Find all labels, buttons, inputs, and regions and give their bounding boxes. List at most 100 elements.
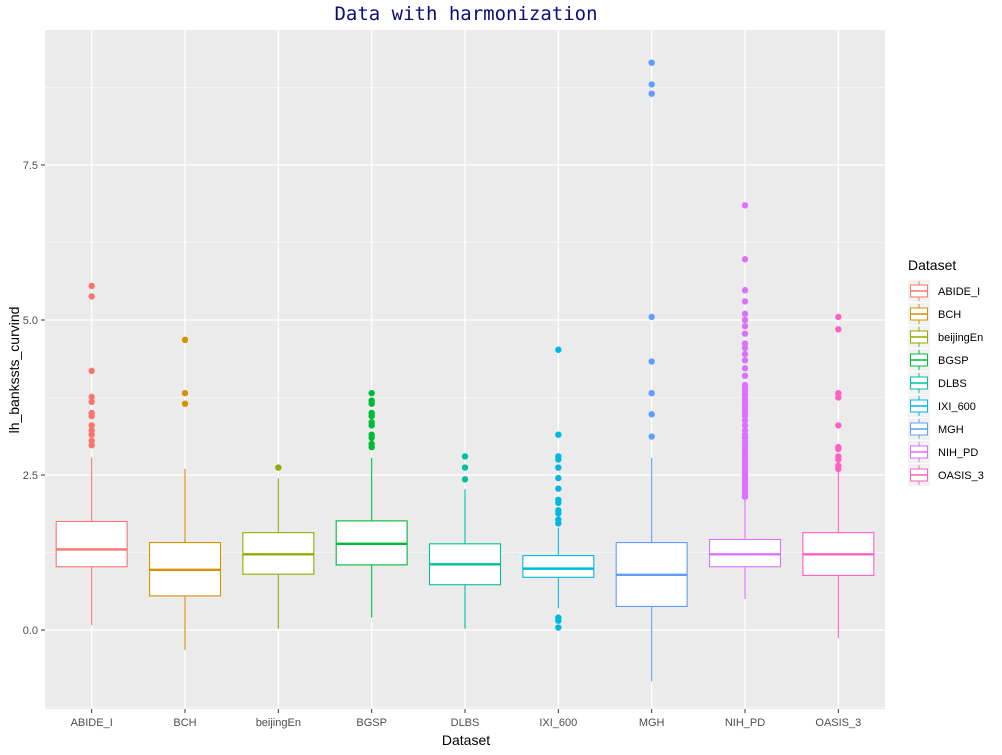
box-BCH [148,336,222,650]
outlier-point [741,357,749,364]
outlier-point [648,411,655,418]
outlier-point [835,456,842,463]
legend-label: OASIS_3 [938,470,984,482]
chart-title: Data with harmonization [334,3,597,25]
legend-label: IXI_600 [938,401,976,413]
outlier-point [555,474,562,482]
outlier-point [648,433,655,440]
outlier-point [741,256,749,263]
outlier-point [741,323,749,330]
outlier-point [88,282,95,290]
outlier-point [368,412,375,420]
outlier-point [88,412,95,420]
legend-label: NIH_PD [938,447,978,459]
legend-item-BGSP: BGSP [908,349,969,371]
y-tick-label: 2.5 [23,470,38,482]
outlier-point [88,367,95,375]
outlier-point [88,431,95,438]
outlier-point [88,293,95,300]
outlier-point [741,287,749,294]
legend-item-NIH_PD: NIH_PD [908,441,978,463]
outlier-point [741,417,749,424]
legend-label: BGSP [938,355,969,367]
outlier-point [555,485,562,492]
box-body [708,538,782,568]
legend-items: ABIDE_I BCH beijingEn BGSP DLBS IXI_600 MGH NIH… [908,280,984,486]
box-NIH_PD [708,202,782,599]
outlier-point [555,624,562,631]
x-tick-label: ABIDE_I [71,717,113,729]
box-IXI_600 [522,346,595,631]
outlier-point [88,442,95,449]
x-tick-label: BCH [173,717,196,729]
legend-title: Dataset [908,257,956,273]
x-tick-label: beijingEn [256,717,301,729]
box-BGSP [335,389,408,618]
outlier-point [741,372,749,379]
outlier-point [741,493,749,500]
outlier-point [555,431,562,438]
box-DLBS [428,453,502,629]
outlier-point [835,326,842,333]
outlier-point [648,358,655,365]
outlier-point [181,336,189,344]
y-tick-label: 5.0 [23,315,38,327]
outlier-point [368,400,375,407]
y-axis-title: lh_bankssts_curvind [6,307,22,434]
y-tick-label: 7.5 [23,160,38,172]
legend-label: BCH [938,309,961,321]
outlier-point [88,393,95,401]
outlier-point [835,313,842,321]
legend-item-beijingEn: beijingEn [908,326,983,348]
outlier-point [181,389,189,397]
outlier-point [648,59,655,66]
x-tick-label: BGSP [356,717,387,729]
outlier-point [741,330,749,337]
outlier-point [461,453,469,460]
outlier-point [555,510,562,517]
outlier-point [555,520,562,527]
outlier-point [648,313,655,321]
legend-label: MGH [938,424,964,436]
outlier-point [741,344,749,352]
legend-label: DLBS [938,378,967,390]
outlier-point [368,389,375,397]
outlier-point [741,310,749,317]
outlier-point [461,476,469,483]
x-tick-label: MGH [639,717,665,729]
box-MGH [615,59,688,682]
box-body [55,520,128,568]
legend-label: beijingEn [938,332,983,344]
legend-label: ABIDE_I [938,286,980,298]
outlier-point [555,456,562,463]
outlier-point [741,422,749,429]
outlier-point [835,445,842,453]
outlier-point [555,617,562,624]
box-beijingEn [242,464,315,629]
outlier-point [461,464,469,471]
legend-item-BCH: BCH [908,303,961,325]
x-axis-title: Dataset [442,732,490,748]
outlier-point [741,298,749,305]
x-tick-label: DLBS [451,717,480,729]
legend-item-DLBS: DLBS [908,372,967,394]
outlier-point [835,422,842,429]
outlier-point [741,316,749,324]
x-tick-label: IXI_600 [539,717,577,729]
outlier-point [648,81,655,88]
outlier-point [741,350,749,358]
outlier-point [88,422,95,429]
outlier-point [648,90,655,97]
legend-item-MGH: MGH [908,418,964,440]
box-body [522,555,595,578]
outlier-point [88,398,95,406]
outlier-point [368,443,375,451]
outlier-point [368,422,375,429]
outlier-point [368,434,375,441]
y-tick-label: 0.0 [23,625,38,637]
legend-item-IXI_600: IXI_600 [908,395,976,417]
outlier-point [648,389,655,397]
outlier-point [181,400,189,407]
outlier-point [741,365,749,372]
